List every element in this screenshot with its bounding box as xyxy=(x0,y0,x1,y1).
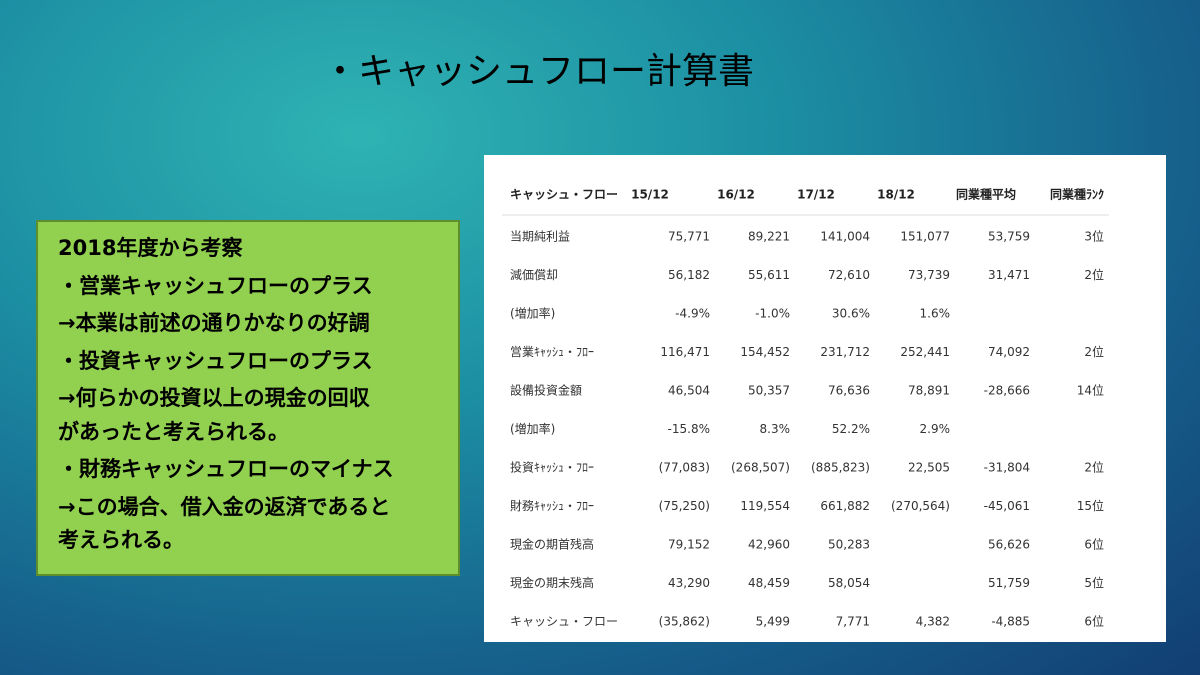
cell: 151,077 xyxy=(900,230,950,244)
note-line: →この場合、借入金の返済であると xyxy=(58,494,391,519)
row-label: 現金の期末残高 xyxy=(510,575,594,590)
cell: 76,636 xyxy=(828,384,870,398)
cell: 22,505 xyxy=(908,461,950,475)
cell: 43,290 xyxy=(668,576,710,590)
note-line: ・財務キャッシュフローのマイナス xyxy=(58,457,394,481)
cell: 56,182 xyxy=(668,268,710,282)
cell: 2位 xyxy=(1084,344,1104,359)
note-line: 2018年度から考察 xyxy=(58,236,243,260)
cell: 2位 xyxy=(1084,460,1104,475)
row-label: 当期純利益 xyxy=(510,230,570,244)
header-cell: 17/12 xyxy=(797,188,835,202)
cell: 4,382 xyxy=(916,615,950,629)
cell: 252,441 xyxy=(900,345,950,359)
row-label: 設備投資金額 xyxy=(510,383,582,398)
header-cell: 同業種ﾗﾝｸ xyxy=(1050,187,1104,202)
cell: 50,283 xyxy=(828,538,870,552)
cell: 1.6% xyxy=(920,307,951,321)
cell: -4,885 xyxy=(991,615,1030,629)
cell: 5位 xyxy=(1084,575,1104,590)
cell: 78,891 xyxy=(908,384,950,398)
note-line: ・投資キャッシュフローのプラス xyxy=(58,348,373,373)
header-cell: 16/12 xyxy=(717,188,755,202)
row-label: キャッシュ・フロー xyxy=(510,615,618,629)
cell: 31,471 xyxy=(988,268,1030,282)
cell: 30.6% xyxy=(832,307,870,321)
cell: 56,626 xyxy=(988,538,1030,552)
cell: 8.3% xyxy=(760,422,791,436)
slide-title: ・キャッシュフロー計算書 xyxy=(322,51,755,92)
table: キャッシュ・フロー 15/12 16/12 17/12 18/12 同業種平均 同業種ﾗﾝｸ… xyxy=(502,187,1109,629)
note-line: があったと考えられる。 xyxy=(58,419,289,444)
cell: -1.0% xyxy=(755,307,790,321)
row-label: 投資ｷｬｯｼｭ・ﾌﾛｰ xyxy=(510,460,594,475)
row-label: 財務ｷｬｯｼｭ・ﾌﾛｰ xyxy=(510,498,594,513)
cell: 48,459 xyxy=(748,576,790,590)
cell: 15位 xyxy=(1077,498,1104,513)
note-line: →何らかの投資以上の現金の回収 xyxy=(58,386,370,410)
cell: 661,882 xyxy=(820,499,870,513)
cell: 6位 xyxy=(1084,614,1104,629)
cell: (270,564) xyxy=(891,499,950,513)
cell: 5,499 xyxy=(756,615,790,629)
cell: 50,357 xyxy=(748,384,790,398)
cell: (77,083) xyxy=(659,461,710,475)
cell: 2位 xyxy=(1084,267,1104,282)
cell: 73,739 xyxy=(908,268,950,282)
header-cell: 同業種平均 xyxy=(956,187,1016,202)
cell: 89,221 xyxy=(748,230,790,244)
header-cell: 18/12 xyxy=(877,188,915,202)
row-label: (増加率) xyxy=(510,306,555,321)
cell: 46,504 xyxy=(668,384,710,398)
cell: 154,452 xyxy=(740,345,790,359)
row-label: (増加率) xyxy=(510,421,555,436)
cell: 74,092 xyxy=(988,345,1030,359)
cell: 42,960 xyxy=(748,538,790,552)
cell: (268,507) xyxy=(731,461,790,475)
cell: -45,061 xyxy=(984,499,1030,513)
cell: 119,554 xyxy=(740,499,790,513)
cell: 2.9% xyxy=(920,422,951,436)
cell: (35,862) xyxy=(659,615,710,629)
note-line: →本業は前述の通りかなりの好調 xyxy=(58,311,370,335)
cell: (885,823) xyxy=(811,461,870,475)
cell: 6位 xyxy=(1084,537,1104,552)
cell: 79,152 xyxy=(668,538,710,552)
cell: 55,611 xyxy=(748,268,790,282)
cell: 75,771 xyxy=(668,230,710,244)
cell: 51,759 xyxy=(988,576,1030,590)
header-cell: 15/12 xyxy=(631,188,669,202)
header-cell: キャッシュ・フロー xyxy=(510,188,618,202)
note-box: 2018年度から考察・営業キャッシュフローのプラス →本業は前述の通りかなりの好調… xyxy=(36,220,460,576)
cell: -28,666 xyxy=(984,384,1030,398)
row-label: 現金の期首残高 xyxy=(510,537,594,552)
cell: 53,759 xyxy=(988,230,1030,244)
note-line: ・営業キャッシュフローのプラス xyxy=(58,273,373,298)
row-label: 営業ｷｬｯｼｭ・ﾌﾛｰ xyxy=(510,345,594,359)
cell: 14位 xyxy=(1077,383,1104,398)
cell: 7,771 xyxy=(836,615,870,629)
cell: -4.9% xyxy=(675,307,710,321)
cell: (75,250) xyxy=(659,499,710,513)
note-line: 考えられる。 xyxy=(58,528,184,552)
cell: 231,712 xyxy=(820,345,870,359)
cell: 116,471 xyxy=(660,345,710,359)
cell: -31,804 xyxy=(984,461,1030,475)
cell: 3位 xyxy=(1084,229,1104,244)
cell: 72,610 xyxy=(828,268,870,282)
cell: 141,004 xyxy=(820,230,870,244)
cell: -15.8% xyxy=(668,422,710,436)
row-label: 減価償却 xyxy=(510,267,558,282)
cell: 58,054 xyxy=(828,576,870,590)
table-panel: キャッシュ・フロー 15/12 16/12 17/12 18/12 同業種平均 同業種ﾗﾝｸ… xyxy=(484,155,1166,642)
cell: 52.2% xyxy=(832,422,870,436)
